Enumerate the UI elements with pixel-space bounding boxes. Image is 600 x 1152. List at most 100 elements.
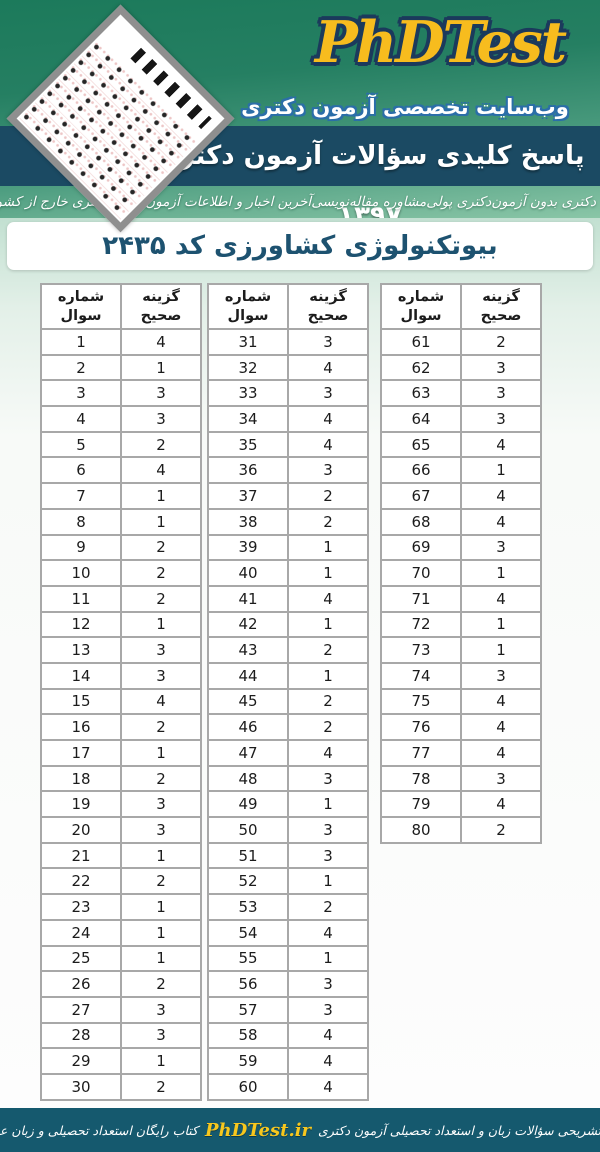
question-number-cell: 67 — [380, 482, 462, 510]
correct-option-cell: 1 — [287, 661, 369, 690]
correct-option-cell: 3 — [120, 636, 202, 664]
correct-option-cell: 4 — [460, 739, 542, 767]
correct-option-cell: 1 — [120, 482, 202, 510]
question-number-cell: 58 — [207, 1021, 289, 1050]
question-number-cell: 18 — [40, 764, 122, 793]
page-title: بیوتکنولوژی کشاورزی کد ۲۴۳۵ — [102, 231, 498, 261]
question-number-cell: 26 — [40, 970, 122, 998]
correct-option-cell: 1 — [287, 559, 369, 587]
table-row: 25 1 — [40, 944, 202, 973]
menu-item[interactable]: دکتری بدون آزمون — [491, 194, 596, 210]
table-row: 18 2 — [40, 764, 202, 793]
table-row: 68 4 — [380, 507, 542, 536]
table-row: 36 3 — [207, 456, 369, 485]
table-row: 39 1 — [207, 533, 369, 562]
question-number-cell: 40 — [207, 559, 289, 587]
question-number-cell: 56 — [207, 970, 289, 998]
question-number-cell: 39 — [207, 533, 289, 562]
question-number-cell: 13 — [40, 636, 122, 664]
question-number-cell: 15 — [40, 687, 122, 716]
correct-option-cell: 1 — [287, 610, 369, 639]
question-number-cell: 7 — [40, 482, 122, 510]
question-number-cell: 6 — [40, 456, 122, 485]
table-row: 53 2 — [207, 893, 369, 921]
menu-item[interactable]: دکتری خارج از کشور — [0, 194, 107, 210]
question-number-cell: 29 — [40, 1047, 122, 1075]
question-number-cell: 4 — [40, 405, 122, 433]
correct-option-cell: 1 — [287, 867, 369, 896]
question-number-cell: 23 — [40, 893, 122, 921]
correct-option-header: گزینه صحیح — [287, 283, 369, 330]
table-row: 43 2 — [207, 636, 369, 664]
correct-option-cell: 3 — [287, 841, 369, 870]
question-number-cell: 62 — [380, 353, 462, 382]
table-row: 58 4 — [207, 1021, 369, 1050]
question-number-cell: 59 — [207, 1047, 289, 1075]
question-number-header: شماره سوال — [380, 283, 462, 330]
correct-option-cell: 3 — [287, 995, 369, 1024]
correct-option-cell: 2 — [287, 636, 369, 664]
menu-item[interactable]: مشاوره مقاله‌نویسی — [311, 194, 427, 210]
question-number-cell: 20 — [40, 816, 122, 844]
table-row: 67 4 — [380, 482, 542, 510]
correct-option-cell: 4 — [460, 713, 542, 741]
answers-table-31-60: شماره سوال گزینه صحیح 31 3 32 4 33 3 34 4 35 4 36 3… — [207, 283, 369, 1101]
table-row: 34 4 — [207, 405, 369, 433]
footer-site-link[interactable]: PhDTest.ir — [204, 1119, 312, 1141]
correct-option-cell: 4 — [287, 1047, 369, 1075]
correct-option-cell: 1 — [460, 559, 542, 587]
correct-option-cell: 1 — [120, 918, 202, 947]
answers-table-61-80: شماره سوال گزینه صحیح 61 2 62 3 63 3 64 3 65 4 66 1… — [380, 283, 542, 844]
correct-option-cell: 1 — [120, 944, 202, 973]
question-number-cell: 52 — [207, 867, 289, 896]
correct-option-cell: 4 — [120, 328, 202, 356]
correct-option-cell: 3 — [287, 970, 369, 998]
table-row: 13 3 — [40, 636, 202, 664]
question-number-cell: 44 — [207, 661, 289, 690]
phdtest-logo: PhDTest — [314, 9, 567, 76]
question-number-cell: 33 — [207, 379, 289, 408]
correct-option-cell: 4 — [287, 405, 369, 433]
correct-option-header: گزینه صحیح — [460, 283, 542, 330]
correct-option-cell: 4 — [120, 456, 202, 485]
correct-option-cell: 2 — [287, 687, 369, 716]
correct-option-cell: 3 — [460, 353, 542, 382]
table-row: 73 1 — [380, 636, 542, 664]
question-number-cell: 79 — [380, 790, 462, 819]
correct-option-cell: 3 — [460, 405, 542, 433]
question-number-cell: 73 — [380, 636, 462, 664]
question-number-cell: 30 — [40, 1072, 122, 1101]
correct-option-cell: 2 — [287, 893, 369, 921]
table-row: 14 3 — [40, 661, 202, 690]
correct-option-cell: 1 — [287, 790, 369, 819]
question-number-cell: 54 — [207, 918, 289, 947]
correct-option-cell: 2 — [120, 867, 202, 896]
correct-option-header: گزینه صحیح — [120, 283, 202, 330]
footer-text-left: کتاب رایگان استعداد تحصیلی و زبان عمومی — [0, 1122, 198, 1138]
menu-item[interactable]: آخرین اخبار و اطلاعات آزمون دکتری — [106, 194, 312, 210]
table-row: 41 4 — [207, 584, 369, 613]
table-row: 56 3 — [207, 970, 369, 998]
question-number-cell: 28 — [40, 1021, 122, 1050]
correct-option-cell: 1 — [287, 944, 369, 973]
correct-option-cell: 2 — [120, 559, 202, 587]
table-row: 63 3 — [380, 379, 542, 408]
question-number-cell: 42 — [207, 610, 289, 639]
table-header-row: شماره سوال گزینه صحیح — [380, 283, 542, 330]
question-number-cell: 32 — [207, 353, 289, 382]
table-row: 11 2 — [40, 584, 202, 613]
correct-option-cell: 4 — [287, 918, 369, 947]
question-number-cell: 64 — [380, 405, 462, 433]
question-number-cell: 77 — [380, 739, 462, 767]
correct-option-cell: 3 — [287, 456, 369, 485]
question-number-cell: 24 — [40, 918, 122, 947]
table-row: 66 1 — [380, 456, 542, 485]
menu-item[interactable]: دکتری پولی — [426, 194, 492, 210]
correct-option-cell: 4 — [120, 687, 202, 716]
table-row: 33 3 — [207, 379, 369, 408]
correct-option-cell: 1 — [120, 610, 202, 639]
question-number-cell: 69 — [380, 533, 462, 562]
top-menu: دکتری بدون آزمون دکتری پولی مشاوره مقاله‌ن… — [0, 186, 600, 218]
correct-option-cell: 2 — [120, 713, 202, 741]
